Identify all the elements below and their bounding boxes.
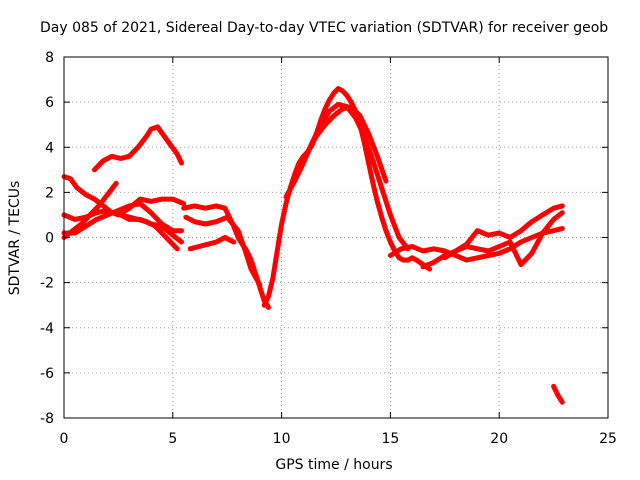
y-axis-label: SDTVAR / TECUs [7,181,23,296]
series-arc-1 [92,124,184,173]
x-tick-label: 5 [168,431,177,447]
y-tick-label: 8 [45,50,54,66]
series-arc-4 [61,196,187,222]
series-arc-11 [283,101,411,252]
series-arc-8 [183,214,263,288]
series-arc-13 [387,226,565,263]
chart-title: Day 085 of 2021, Sidereal Day-to-day VTE… [40,20,608,36]
series-arc-15 [442,210,565,268]
axis-ticks: 0 5 10 15 20 25 -8 -6 -4 -2 0 2 4 6 8 [40,50,617,447]
y-tick-label: 4 [45,140,54,156]
x-tick-label: 25 [599,431,617,447]
series-layer [61,86,565,405]
series-arc-16 [551,383,565,405]
y-tick-label: 2 [45,185,54,201]
series-arc-10 [261,86,433,308]
y-tick-label: -2 [40,276,54,292]
series-arc-12 [296,104,389,184]
x-tick-label: 0 [60,431,69,447]
y-tick-label: 0 [45,231,54,247]
x-tick-label: 15 [381,431,399,447]
y-tick-label: 6 [45,95,54,111]
y-tick-label: -6 [40,366,54,382]
y-tick-label: -4 [40,321,54,337]
y-tick-label: -8 [40,411,54,427]
series-arc-6 [118,212,184,245]
x-axis-label: GPS time / hours [275,457,392,473]
series-arc-9 [187,235,237,252]
x-tick-label: 10 [273,431,291,447]
x-tick-label: 20 [490,431,508,447]
grid [64,57,608,418]
